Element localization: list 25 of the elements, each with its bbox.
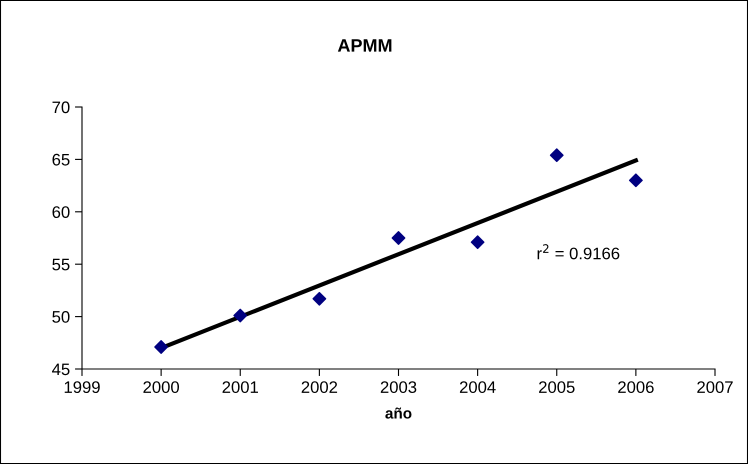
x-tick-label: 2003 [380, 381, 416, 394]
y-tick-label: 65 [52, 154, 70, 166]
x-tick-label: 2002 [302, 381, 338, 394]
annotation: r$^{2}$ = 0.9166 [538, 244, 620, 260]
x-tick-label: 2006 [618, 381, 654, 394]
point [154, 340, 168, 354]
y-tick-label: 55 [52, 258, 70, 270]
y-tick-label: 60 [52, 206, 70, 218]
x-tick-label: 2001 [222, 381, 258, 394]
point [550, 148, 564, 162]
chart-title: APMM [338, 39, 392, 52]
point [470, 235, 485, 250]
x-tick-label: 1999 [64, 381, 100, 394]
point [392, 231, 406, 245]
x-tick-label: 2007 [697, 381, 733, 394]
y-tick-label: 45 [52, 364, 70, 376]
y-tick-label: 50 [52, 311, 70, 323]
point [628, 173, 643, 188]
y-tick-label: 70 [52, 101, 70, 114]
x-tick-label: 2005 [539, 381, 575, 394]
point [233, 308, 248, 322]
x-axis-title: año [385, 408, 412, 419]
x-tick-label: 2000 [143, 381, 180, 394]
x-tick-label: 2004 [460, 381, 496, 394]
point [312, 292, 326, 306]
